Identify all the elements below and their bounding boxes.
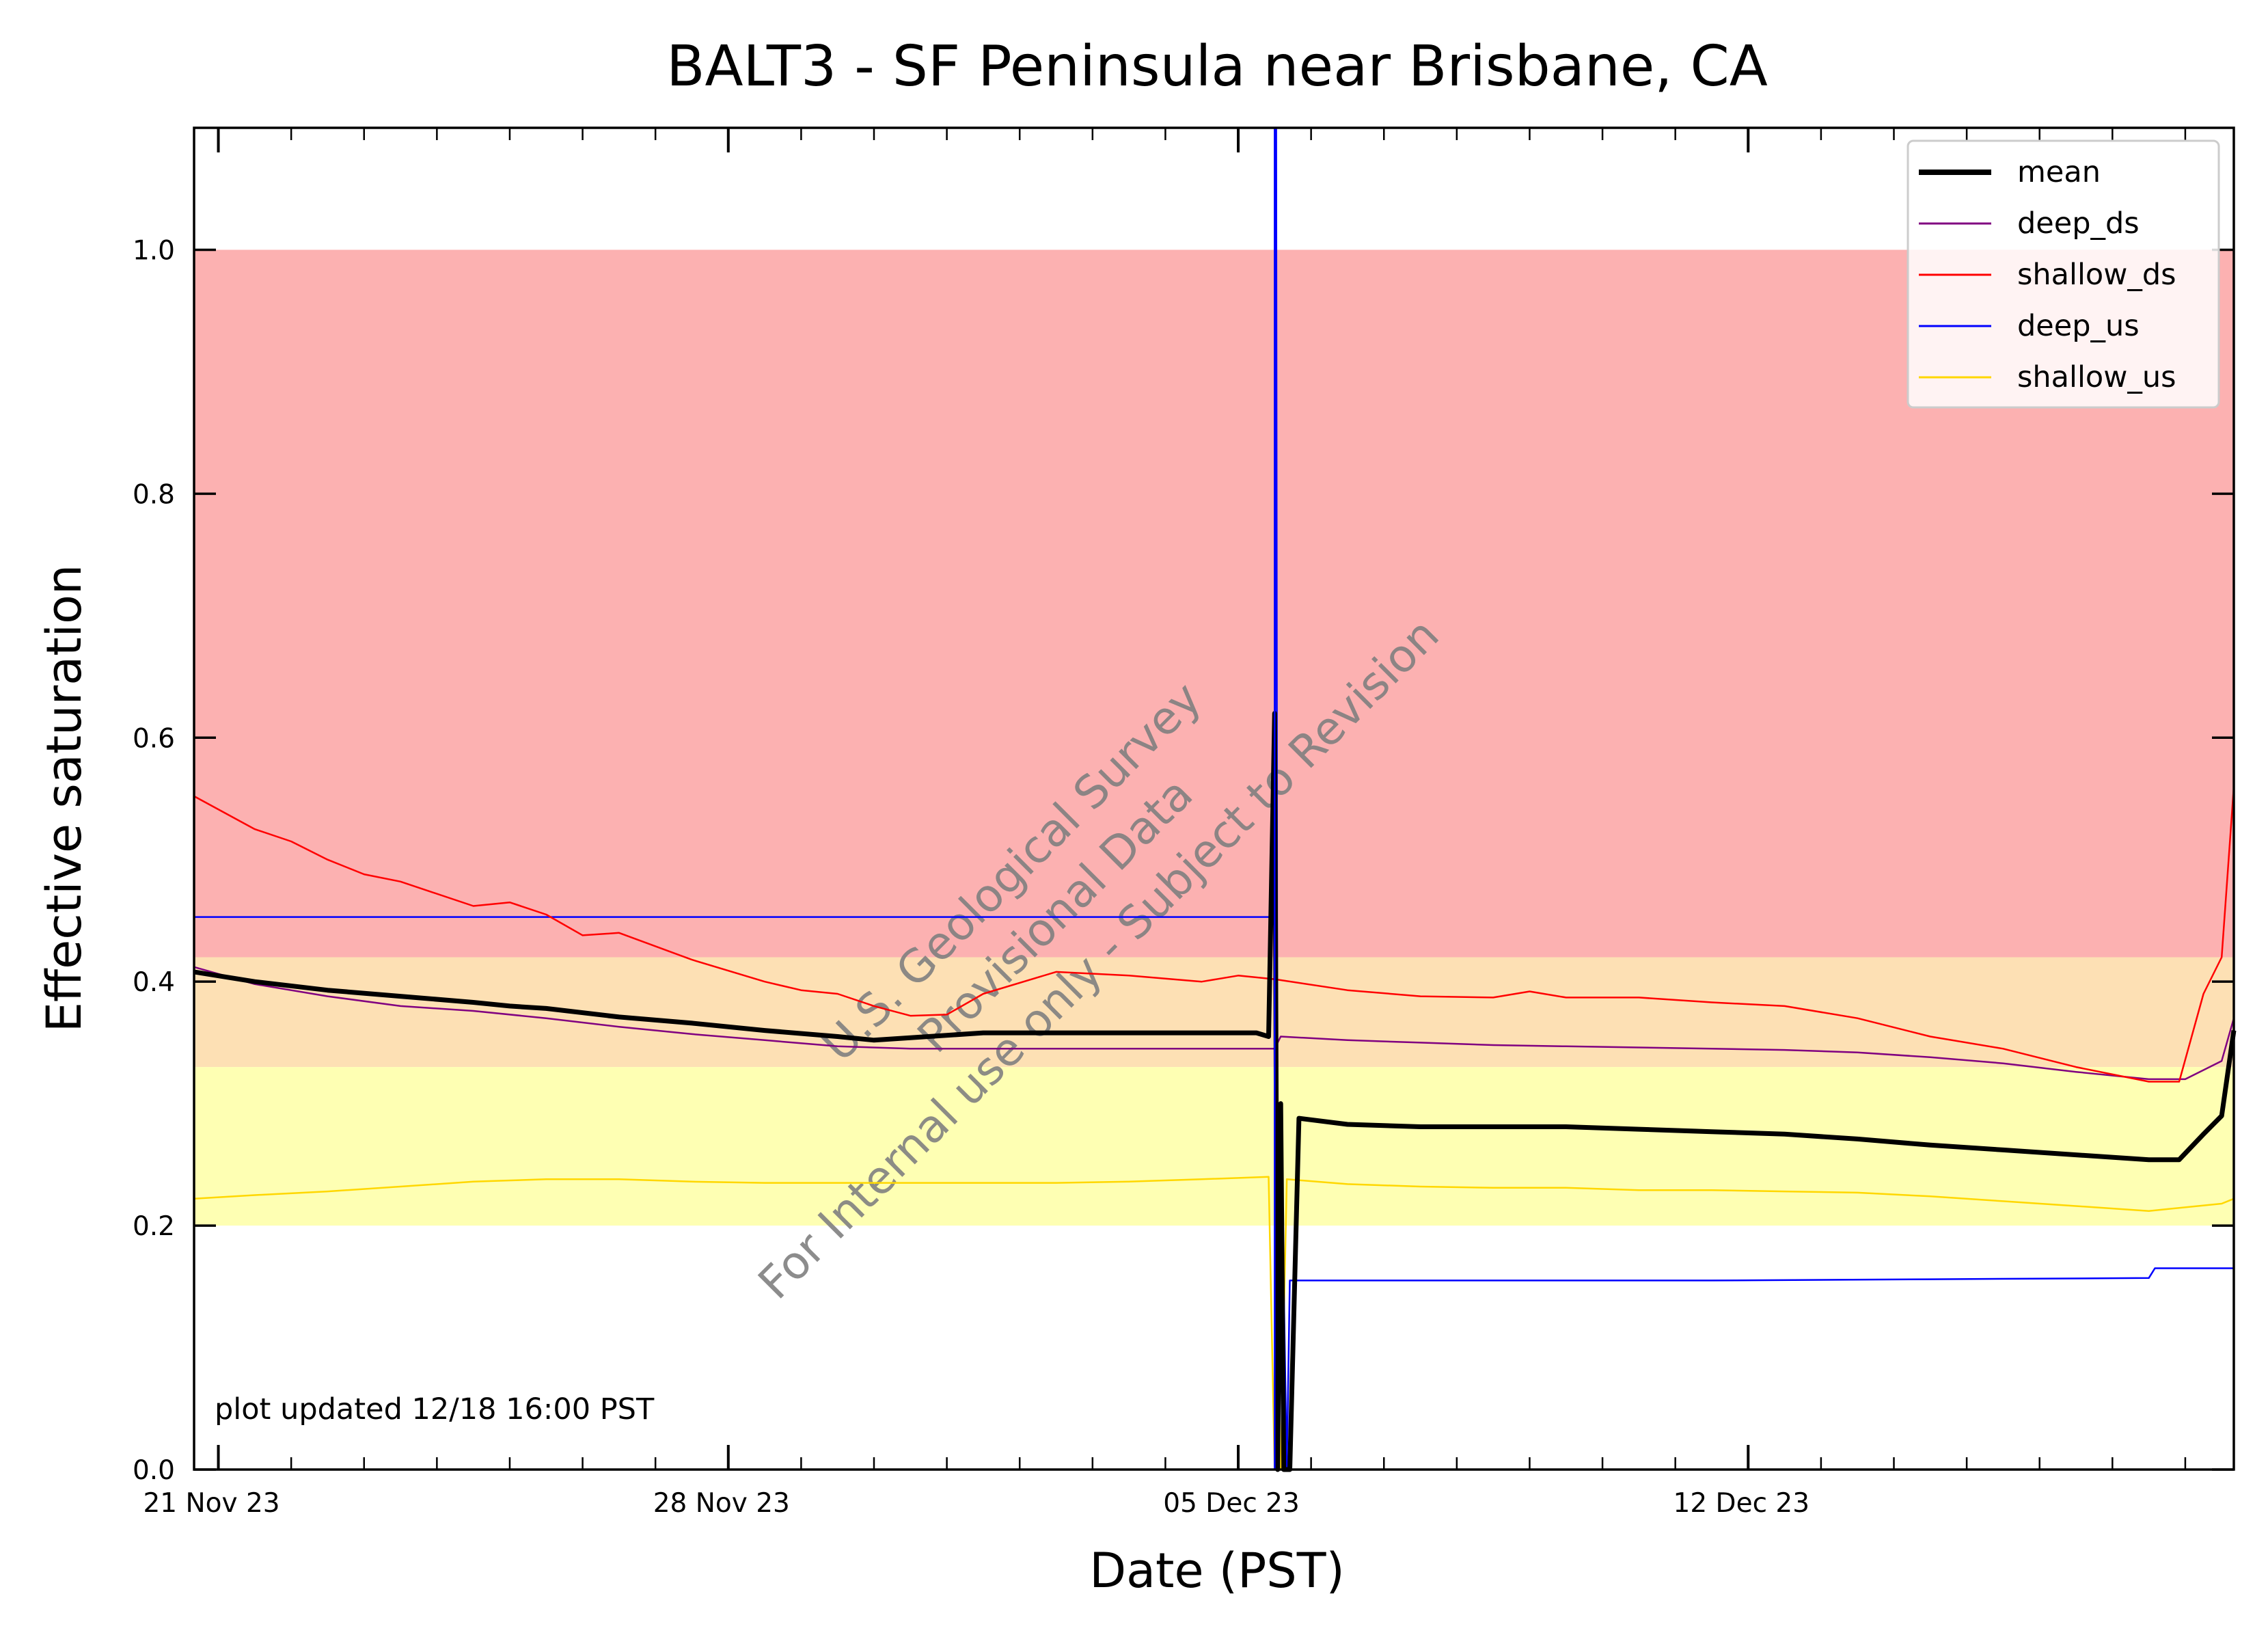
x-tick-label: 21 Nov 23	[143, 1488, 279, 1519]
legend-label-shallow-us: shallow_us	[2017, 360, 2176, 394]
plot-frame	[193, 126, 2235, 1471]
legend-label-mean: mean	[2017, 155, 2101, 189]
y-tick-label: 0.8	[133, 479, 175, 510]
band-0	[194, 249, 2234, 958]
y-tick-label: 0.2	[133, 1211, 175, 1242]
y-tick-label: 1.0	[133, 235, 175, 266]
band-2	[194, 1067, 2234, 1226]
y-axis-label: Effective saturation	[36, 565, 92, 1033]
x-axis-label: Date (PST)	[1089, 1543, 1345, 1599]
x-axis: 21 Nov 23 28 Nov 23 05 Dec 23 12 Dec 23	[143, 128, 2187, 1519]
saturation-bands	[194, 249, 2234, 1226]
series-shallow-ds	[193, 786, 2235, 1083]
y-tick-label: 0.6	[133, 723, 175, 754]
legend: mean deep_ds shallow_ds deep_us shallow_us	[1907, 139, 2220, 409]
legend-label-deep-ds: deep_ds	[2017, 206, 2140, 241]
y-tick-label: 0.4	[133, 967, 175, 998]
x-tick-label: 28 Nov 23	[653, 1488, 790, 1519]
legend-box	[1907, 139, 2220, 409]
plot-updated-annotation: plot updated 12/18 16:00 PST	[215, 1392, 655, 1426]
y-tick-label: 0.0	[133, 1455, 175, 1486]
band-1	[194, 957, 2234, 1068]
x-tick-label: 12 Dec 23	[1673, 1488, 1810, 1519]
legend-label-shallow-ds: shallow_ds	[2017, 258, 2176, 292]
chart-title: BALT3 - SF Peninsula near Brisbane, CA	[666, 34, 1768, 99]
legend-label-deep-us: deep_us	[2017, 309, 2140, 343]
y-axis: 0.0 0.2 0.4 0.6 0.8 1.0	[133, 235, 2234, 1486]
x-tick-label: 05 Dec 23	[1163, 1488, 1300, 1519]
